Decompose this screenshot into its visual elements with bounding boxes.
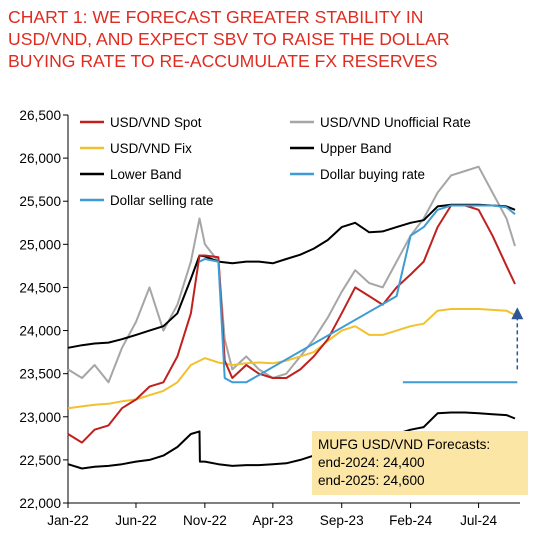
axes: [67, 115, 520, 504]
y-tick-label: 26,500: [19, 108, 61, 123]
y-axis-ticks: 22,000 22,500 23,000 23,500 24,000 24,500 25,0…: [19, 108, 68, 511]
x-tick-label: Jun-22: [115, 513, 157, 528]
title-line-3: BUYING RATE TO RE-ACCUMULATE FX RESERVES: [8, 51, 438, 71]
series-upper-line: [67, 203, 516, 349]
series-lower-line: [67, 411, 516, 470]
legend-label: Dollar buying rate: [320, 167, 425, 182]
series-unofficial-line: [67, 165, 516, 384]
x-tick-label: Nov-22: [183, 513, 227, 528]
y-tick-label: 25,000: [19, 237, 61, 252]
y-tick-label: 23,500: [19, 367, 61, 382]
forecast-end-2024: end-2024: 24,400: [318, 455, 425, 470]
y-tick-label: 22,000: [19, 496, 61, 511]
forecast-heading: MUFG USD/VND Forecasts:: [318, 437, 491, 452]
legend-label: USD/VND Unofficial Rate: [320, 115, 471, 130]
series-buying-line: [199, 204, 516, 384]
legend-label: USD/VND Fix: [110, 141, 192, 156]
legend-label: Upper Band: [320, 141, 391, 156]
x-tick-label: Jan-22: [47, 513, 89, 528]
series-lines: [67, 165, 518, 470]
y-tick-label: 23,000: [19, 410, 61, 425]
x-tick-label: Jul-24: [460, 513, 497, 528]
y-tick-label: 24,000: [19, 324, 61, 339]
y-tick-label: 24,500: [19, 280, 61, 295]
y-tick-label: 26,000: [19, 151, 61, 166]
title-line-2: USD/VND, AND EXPECT SBV TO RAISE THE DOL…: [8, 29, 450, 49]
series-spot-line: [67, 204, 516, 444]
forecast-end-2025: end-2025: 24,600: [318, 473, 425, 488]
legend-label: Dollar selling rate: [110, 193, 213, 208]
legend: USD/VND Spot USD/VND Unofficial Rate USD/V…: [80, 115, 471, 208]
x-axis-ticks: Jan-22 Jun-22 Nov-22 Apr-23 Sep-23 Feb-24 Jul-…: [47, 503, 498, 528]
y-tick-label: 22,500: [19, 453, 61, 468]
title-line-1: CHART 1: WE FORECAST GREATER STABILITY I…: [8, 7, 424, 27]
x-tick-label: Feb-24: [389, 513, 433, 528]
series-fix-line: [67, 308, 516, 410]
legend-label: USD/VND Spot: [110, 115, 202, 130]
legend-label: Lower Band: [110, 167, 181, 182]
x-tick-label: Sep-23: [320, 513, 364, 528]
chart-title: CHART 1: WE FORECAST GREATER STABILITY I…: [8, 6, 540, 72]
y-tick-label: 25,500: [19, 194, 61, 209]
x-tick-label: Apr-23: [252, 513, 293, 528]
forecast-box: MUFG USD/VND Forecasts: end-2024: 24,400…: [312, 431, 528, 495]
